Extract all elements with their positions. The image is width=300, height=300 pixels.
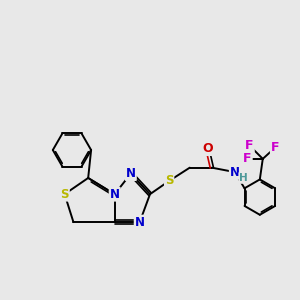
Text: N: N xyxy=(126,167,136,180)
Text: F: F xyxy=(245,139,254,152)
Text: S: S xyxy=(165,174,173,188)
Text: S: S xyxy=(60,188,69,201)
Text: F: F xyxy=(271,141,279,154)
Text: N: N xyxy=(110,188,120,201)
Text: O: O xyxy=(202,142,213,155)
Text: F: F xyxy=(243,152,252,165)
Text: H: H xyxy=(239,173,248,183)
Text: N: N xyxy=(135,216,145,229)
Text: N: N xyxy=(230,166,240,178)
